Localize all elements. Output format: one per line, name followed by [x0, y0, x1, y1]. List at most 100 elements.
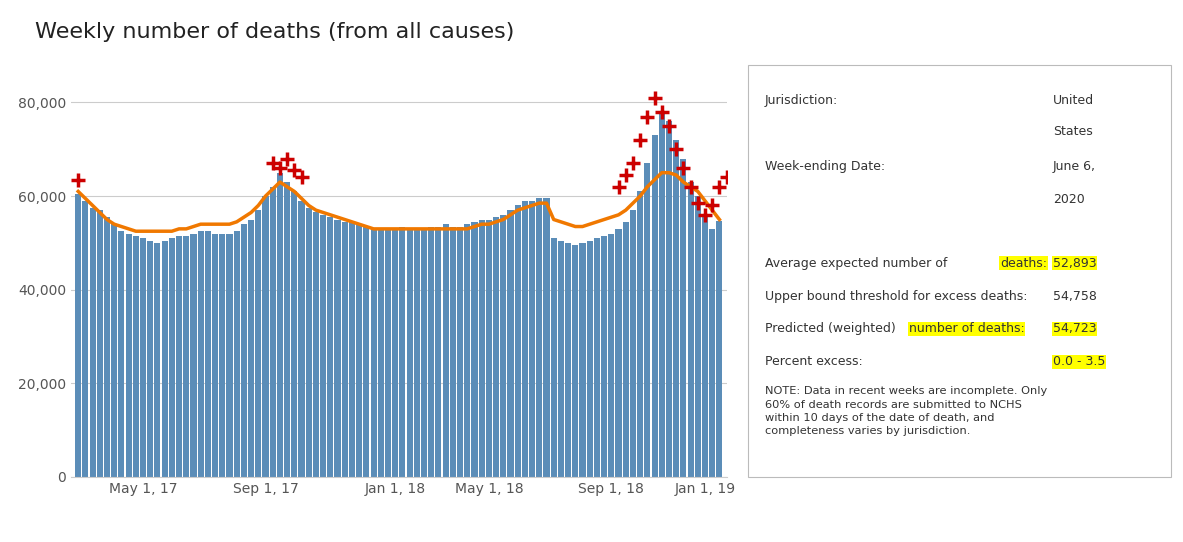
Bar — [176, 236, 182, 477]
Bar — [622, 222, 629, 477]
Bar — [256, 210, 261, 477]
Bar — [608, 234, 614, 477]
Bar — [384, 229, 392, 477]
Bar — [580, 243, 586, 477]
Bar — [270, 187, 276, 477]
Text: 0.0 - 3.5: 0.0 - 3.5 — [1053, 356, 1105, 369]
Bar — [349, 222, 355, 477]
Bar — [104, 217, 110, 477]
Bar — [601, 236, 607, 477]
Bar — [543, 198, 550, 477]
Bar — [407, 229, 413, 477]
Bar — [587, 241, 593, 477]
Bar — [414, 229, 420, 477]
Bar — [118, 231, 124, 477]
Bar — [558, 241, 564, 477]
Bar — [377, 229, 383, 477]
Bar — [629, 210, 636, 477]
Bar — [400, 227, 406, 477]
Bar — [457, 227, 463, 477]
Bar — [479, 220, 485, 477]
Bar — [594, 238, 600, 477]
Bar — [284, 182, 290, 477]
Bar — [471, 222, 478, 477]
Bar — [226, 234, 233, 477]
Text: number of deaths:: number of deaths: — [909, 322, 1024, 335]
Bar — [638, 191, 644, 477]
Bar — [111, 224, 117, 477]
Bar — [565, 243, 571, 477]
Bar — [370, 229, 376, 477]
Text: United: United — [1053, 94, 1094, 107]
Bar — [169, 238, 175, 477]
Text: June 6,: June 6, — [1053, 160, 1095, 173]
Text: deaths:: deaths: — [1000, 256, 1047, 269]
Bar — [312, 212, 319, 477]
Bar — [190, 234, 196, 477]
Text: 54,758: 54,758 — [1053, 289, 1097, 302]
Bar — [652, 136, 658, 477]
Bar — [573, 246, 578, 477]
Bar — [132, 236, 138, 477]
Bar — [328, 217, 334, 477]
Bar — [694, 196, 700, 477]
Bar — [233, 231, 240, 477]
Bar — [263, 196, 269, 477]
Bar — [76, 194, 82, 477]
Bar — [342, 222, 348, 477]
Bar — [392, 229, 399, 477]
Text: Jurisdiction:: Jurisdiction: — [765, 94, 839, 107]
Bar — [298, 201, 304, 477]
Text: 52,893: 52,893 — [1053, 256, 1097, 269]
Bar — [442, 224, 448, 477]
Bar — [154, 243, 161, 477]
Bar — [335, 220, 341, 477]
Bar — [435, 227, 441, 477]
Bar — [428, 227, 434, 477]
Bar — [356, 224, 362, 477]
Text: 54,723: 54,723 — [1053, 322, 1097, 335]
Text: States: States — [1053, 125, 1092, 138]
Bar — [140, 238, 146, 477]
Text: NOTE: Data in recent weeks are incomplete. Only
60% of death records are submitt: NOTE: Data in recent weeks are incomplet… — [765, 386, 1047, 436]
Text: Predicted (weighted): Predicted (weighted) — [765, 322, 900, 335]
Bar — [615, 229, 621, 477]
Bar — [90, 208, 96, 477]
Bar — [363, 227, 369, 477]
Bar — [645, 163, 651, 477]
Bar — [147, 241, 154, 477]
Bar — [666, 121, 672, 477]
Bar — [659, 112, 665, 477]
Bar — [205, 231, 211, 477]
Bar — [493, 217, 499, 477]
Bar — [241, 224, 247, 477]
Bar — [500, 215, 506, 477]
Bar — [702, 215, 709, 477]
Bar — [321, 215, 327, 477]
Bar — [536, 198, 542, 477]
Bar — [680, 159, 686, 477]
Bar — [162, 241, 168, 477]
Bar — [183, 236, 189, 477]
Bar — [305, 208, 312, 477]
Bar — [508, 210, 513, 477]
Bar — [673, 140, 679, 477]
Bar — [83, 201, 89, 477]
Bar — [709, 229, 716, 477]
Bar — [248, 220, 254, 477]
Bar — [450, 227, 455, 477]
Bar — [717, 221, 723, 477]
Text: Average expected number of: Average expected number of — [765, 256, 951, 269]
Bar — [529, 201, 535, 477]
Bar — [291, 191, 297, 477]
Bar — [277, 173, 283, 477]
Bar — [522, 201, 528, 477]
Text: Percent excess:: Percent excess: — [765, 356, 862, 369]
Bar — [550, 238, 557, 477]
Text: Weekly number of deaths (from all causes): Weekly number of deaths (from all causes… — [35, 22, 515, 42]
Bar — [198, 231, 203, 477]
Text: Week-ending Date:: Week-ending Date: — [765, 160, 885, 173]
Text: Upper bound threshold for excess deaths:: Upper bound threshold for excess deaths: — [765, 289, 1028, 302]
Bar — [687, 182, 693, 477]
Bar — [97, 210, 103, 477]
